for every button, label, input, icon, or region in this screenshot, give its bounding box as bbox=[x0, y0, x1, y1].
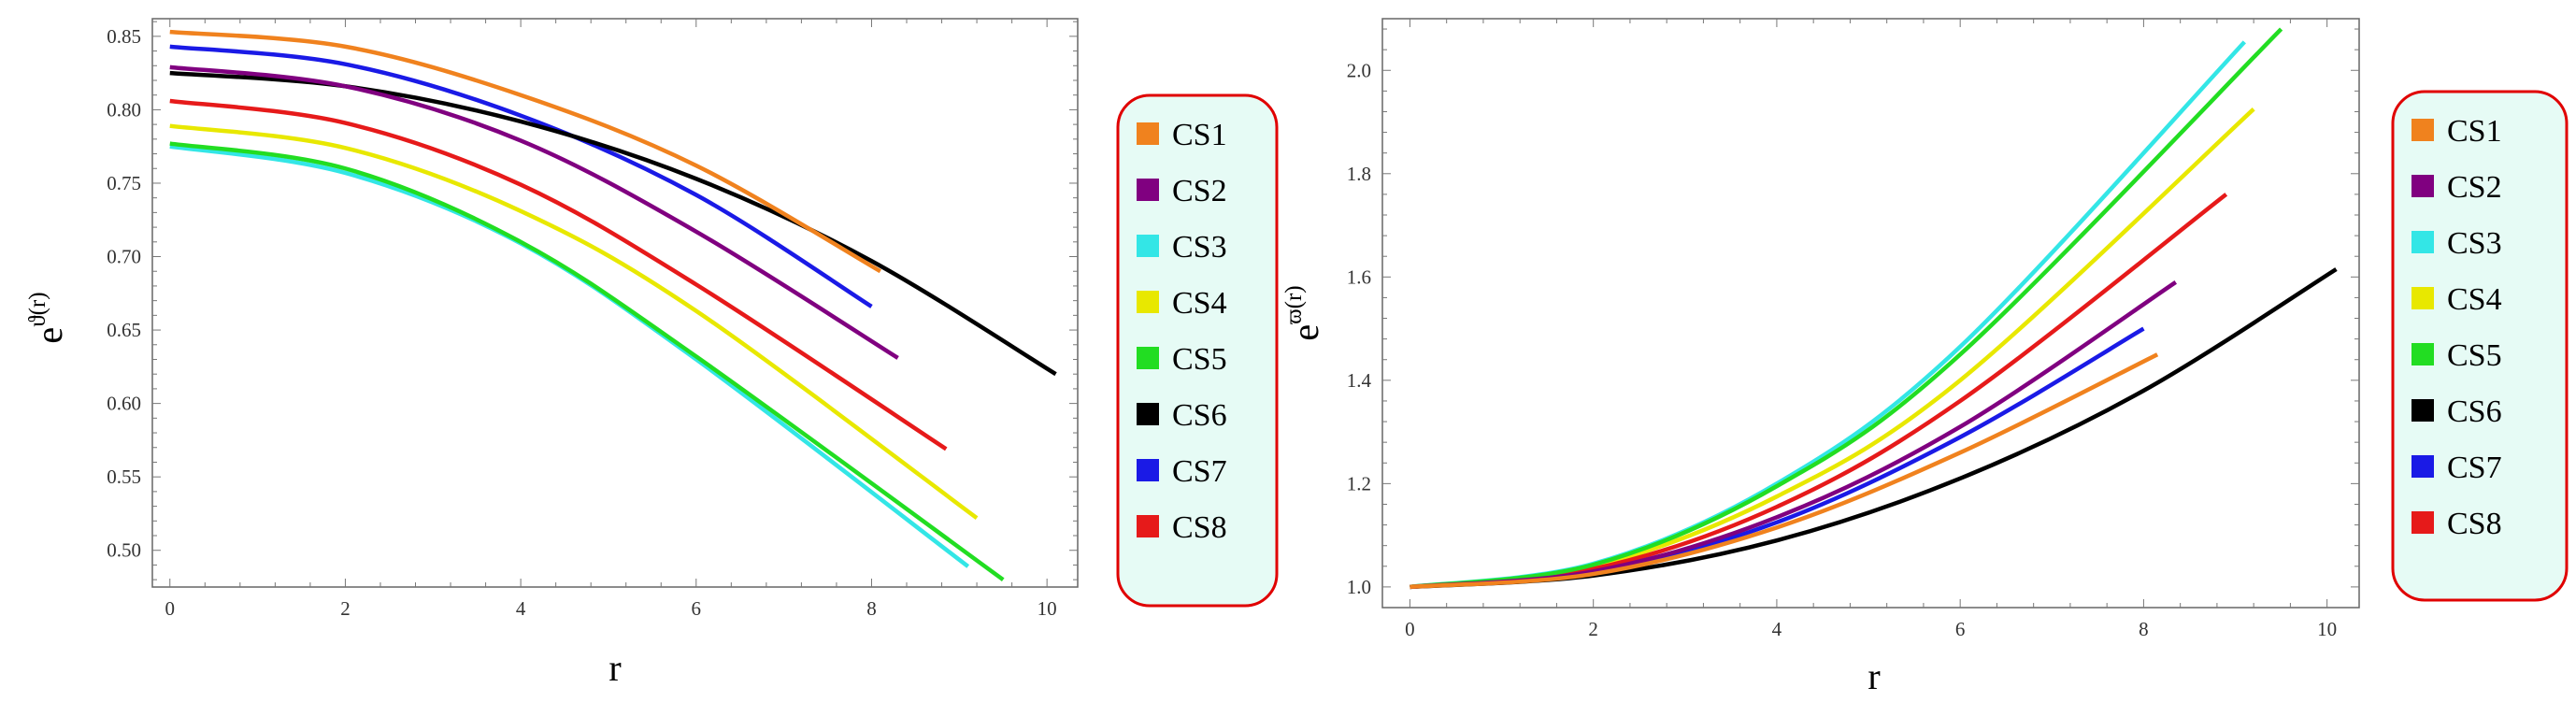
line-cs5 bbox=[169, 141, 1005, 581]
y-tick-label: 0.65 bbox=[107, 319, 141, 341]
x-tick-label: 6 bbox=[1955, 618, 1966, 640]
line-cs4 bbox=[1410, 107, 2255, 590]
y-tick-label: 0.70 bbox=[107, 246, 141, 268]
x-tick-label: 10 bbox=[1038, 597, 1057, 620]
chart-1-legend-items: CS1 CS2 CS3 CS4 CS5 CS6 CS7 CS8 bbox=[1137, 118, 1227, 545]
chart-2-legend: CS1 CS2 CS3 CS4 CS5 CS6 CS7 CS8 bbox=[2391, 90, 2569, 602]
y-tick-label: 0.85 bbox=[107, 25, 141, 48]
chart-2-lines bbox=[1410, 27, 2338, 590]
line-cs1 bbox=[1410, 352, 2159, 590]
legend-swatch-cs4 bbox=[1137, 291, 1159, 313]
legend-label-cs8: CS8 bbox=[2447, 507, 2502, 541]
chart-1-tick-labels: 0 2 4 6 8 10 0.50 0.55 0.60 0.65 0.70 0.75 0.80 0.85 bbox=[107, 25, 1056, 620]
chart-2-y-axis-title-base: e bbox=[1284, 324, 1326, 341]
legend-label-cs3: CS3 bbox=[2447, 226, 2502, 261]
line-cs8 bbox=[169, 98, 948, 451]
chart-1-y-axis-title-sup: ϑ(r) bbox=[25, 292, 50, 326]
y-tick-label: 1.4 bbox=[1347, 369, 1372, 392]
line-cs7 bbox=[1410, 326, 2145, 590]
chart-2-legend-items: CS1 CS2 CS3 CS4 CS5 CS6 CS7 CS8 bbox=[2411, 114, 2502, 541]
y-tick-label: 1.2 bbox=[1347, 472, 1371, 494]
legend-label-cs7: CS7 bbox=[2447, 451, 2502, 485]
y-tick-label: 0.55 bbox=[107, 466, 141, 488]
legend-swatch-cs8 bbox=[1137, 515, 1159, 537]
chart-2-plot-frame bbox=[1381, 18, 2360, 609]
legend-label-cs7: CS7 bbox=[1172, 454, 1227, 489]
line-cs4 bbox=[169, 123, 979, 520]
chart-1-plot-frame bbox=[151, 18, 1079, 588]
chart-2-ticks bbox=[1382, 19, 2359, 608]
chart-1-y-axis-title: eϑ(r) bbox=[25, 292, 70, 343]
y-tick-label: 1.6 bbox=[1347, 265, 1371, 288]
chart-2-y-axis-title-sup: ϖ(r) bbox=[1281, 285, 1307, 323]
x-tick-label: 4 bbox=[1772, 618, 1782, 640]
legend-label-cs3: CS3 bbox=[1172, 230, 1227, 265]
x-tick-label: 8 bbox=[866, 597, 877, 620]
legend-label-cs5: CS5 bbox=[1172, 342, 1227, 377]
legend-label-cs4: CS4 bbox=[2447, 282, 2502, 317]
chart-2: 0 2 4 6 8 10 1.0 1.2 1.4 1.6 1.8 2.0 r eϖ(r) CS1 CS2… bbox=[1281, 18, 2569, 697]
chart-2-y-axis-title: eϖ(r) bbox=[1281, 285, 1326, 340]
legend-swatch-cs1 bbox=[1137, 122, 1159, 145]
legend-label-cs5: CS5 bbox=[2447, 338, 2502, 373]
legend-swatch-cs3 bbox=[1137, 235, 1159, 257]
x-tick-label: 0 bbox=[1405, 618, 1415, 640]
y-tick-label: 0.80 bbox=[107, 98, 141, 121]
legend-label-cs8: CS8 bbox=[1172, 510, 1227, 545]
y-tick-label: 0.50 bbox=[107, 539, 141, 562]
legend-label-cs1: CS1 bbox=[2447, 114, 2502, 149]
y-tick-label: 1.0 bbox=[1347, 576, 1371, 598]
chart-1: 0 2 4 6 8 100.500.550.600.650.700.750.800.85 … bbox=[25, 18, 1279, 689]
x-tick-label: 6 bbox=[692, 597, 702, 620]
y-tick-label: 0.75 bbox=[107, 172, 141, 194]
legend-swatch-cs1 bbox=[2411, 119, 2434, 141]
y-tick-label: 1.8 bbox=[1347, 163, 1371, 185]
line-cs5 bbox=[1410, 27, 2283, 590]
chart-2-x-axis-title: r bbox=[1868, 655, 1880, 697]
x-tick-label: 8 bbox=[2139, 618, 2149, 640]
chart-1-y-axis-title-base: e bbox=[28, 327, 70, 344]
legend-swatch-cs6 bbox=[1137, 403, 1159, 425]
line-cs6 bbox=[169, 70, 1057, 377]
legend-swatch-cs4 bbox=[2411, 287, 2434, 309]
chart-2-tick-labels: 0 2 4 6 8 10 1.0 1.2 1.4 1.6 1.8 2.0 bbox=[1347, 59, 2337, 640]
x-tick-label: 2 bbox=[340, 597, 351, 620]
chart-1-lines bbox=[169, 29, 1057, 581]
chart-1-ticks bbox=[152, 19, 1078, 587]
x-tick-label: 10 bbox=[2317, 618, 2337, 640]
y-tick-label: 0.60 bbox=[107, 393, 141, 415]
x-tick-label: 0 bbox=[165, 597, 176, 620]
line-cs2 bbox=[169, 64, 899, 360]
y-tick-label: 2.0 bbox=[1347, 59, 1371, 81]
legend-label-cs4: CS4 bbox=[1172, 286, 1227, 321]
legend-swatch-cs7 bbox=[1137, 459, 1159, 481]
line-cs3 bbox=[1410, 40, 2246, 590]
x-tick-label: 2 bbox=[1588, 618, 1598, 640]
legend-label-cs2: CS2 bbox=[2447, 170, 2502, 205]
legend-swatch-cs6 bbox=[2411, 399, 2434, 422]
chart-1-x-axis-title: r bbox=[608, 647, 621, 689]
legend-swatch-cs2 bbox=[2411, 175, 2434, 197]
legend-label-cs2: CS2 bbox=[1172, 174, 1227, 208]
x-tick-label: 4 bbox=[516, 597, 526, 620]
chart-2-legend-box bbox=[2391, 90, 2569, 602]
chart-1-legend: CS1 CS2 CS3 CS4 CS5 CS6 CS7 CS8 bbox=[1116, 93, 1279, 608]
legend-swatch-cs5 bbox=[2411, 343, 2434, 365]
legend-swatch-cs2 bbox=[1137, 179, 1159, 201]
legend-swatch-cs8 bbox=[2411, 511, 2434, 534]
legend-label-cs1: CS1 bbox=[1172, 118, 1227, 152]
legend-swatch-cs5 bbox=[1137, 347, 1159, 369]
legend-label-cs6: CS6 bbox=[1172, 398, 1227, 433]
legend-label-cs6: CS6 bbox=[2447, 394, 2502, 429]
legend-swatch-cs3 bbox=[2411, 231, 2434, 253]
legend-swatch-cs7 bbox=[2411, 455, 2434, 478]
line-cs1 bbox=[169, 29, 881, 274]
line-cs7 bbox=[169, 44, 873, 308]
